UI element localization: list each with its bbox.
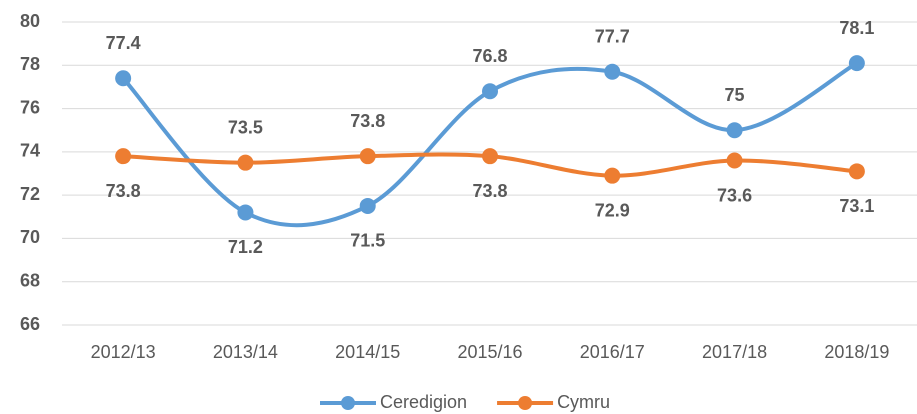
point [726, 122, 743, 139]
y-tick-label: 76 [20, 97, 40, 117]
data-label: 73.5 [228, 117, 263, 137]
point [848, 163, 865, 180]
y-tick-label: 70 [20, 227, 40, 247]
point [237, 204, 254, 221]
legend-label: Cymru [557, 392, 610, 412]
data-label: 76.8 [472, 46, 507, 66]
x-tick-label: 2017/18 [702, 342, 767, 362]
legend-marker [518, 396, 533, 410]
x-tick-label: 2018/19 [824, 342, 889, 362]
data-label: 75 [725, 85, 745, 105]
point [604, 167, 621, 184]
y-tick-label: 74 [20, 141, 40, 161]
x-tick-label: 2015/16 [457, 342, 522, 362]
point [848, 55, 865, 72]
x-tick-label: 2012/13 [91, 342, 156, 362]
legend-marker [341, 396, 355, 410]
y-tick-label: 66 [20, 314, 40, 334]
y-tick-label: 78 [20, 54, 40, 74]
point [482, 83, 498, 100]
y-tick-label: 68 [20, 270, 40, 290]
point [726, 152, 743, 169]
data-label: 77.7 [595, 27, 630, 47]
data-label: 73.1 [839, 196, 874, 216]
legend-label: Ceredigion [380, 392, 467, 412]
data-label: 71.5 [350, 231, 385, 251]
y-tick-label: 72 [20, 184, 40, 204]
data-label: 73.8 [472, 181, 507, 201]
point [237, 154, 254, 171]
data-label: 77.4 [106, 33, 141, 53]
x-tick-label: 2013/14 [213, 342, 278, 362]
point [115, 148, 132, 165]
data-label: 73.8 [106, 181, 141, 201]
data-label: 73.6 [717, 185, 752, 205]
data-label: 71.2 [228, 237, 263, 257]
data-label: 78.1 [839, 18, 874, 38]
point [482, 148, 498, 165]
data-label: 73.8 [350, 111, 385, 131]
data-label: 72.9 [595, 200, 630, 220]
y-tick-label: 80 [20, 11, 40, 31]
point [359, 197, 376, 214]
point [359, 148, 376, 165]
point [604, 63, 621, 80]
point [115, 70, 132, 87]
x-tick-label: 2014/15 [335, 342, 400, 362]
x-tick-label: 2016/17 [580, 342, 645, 362]
